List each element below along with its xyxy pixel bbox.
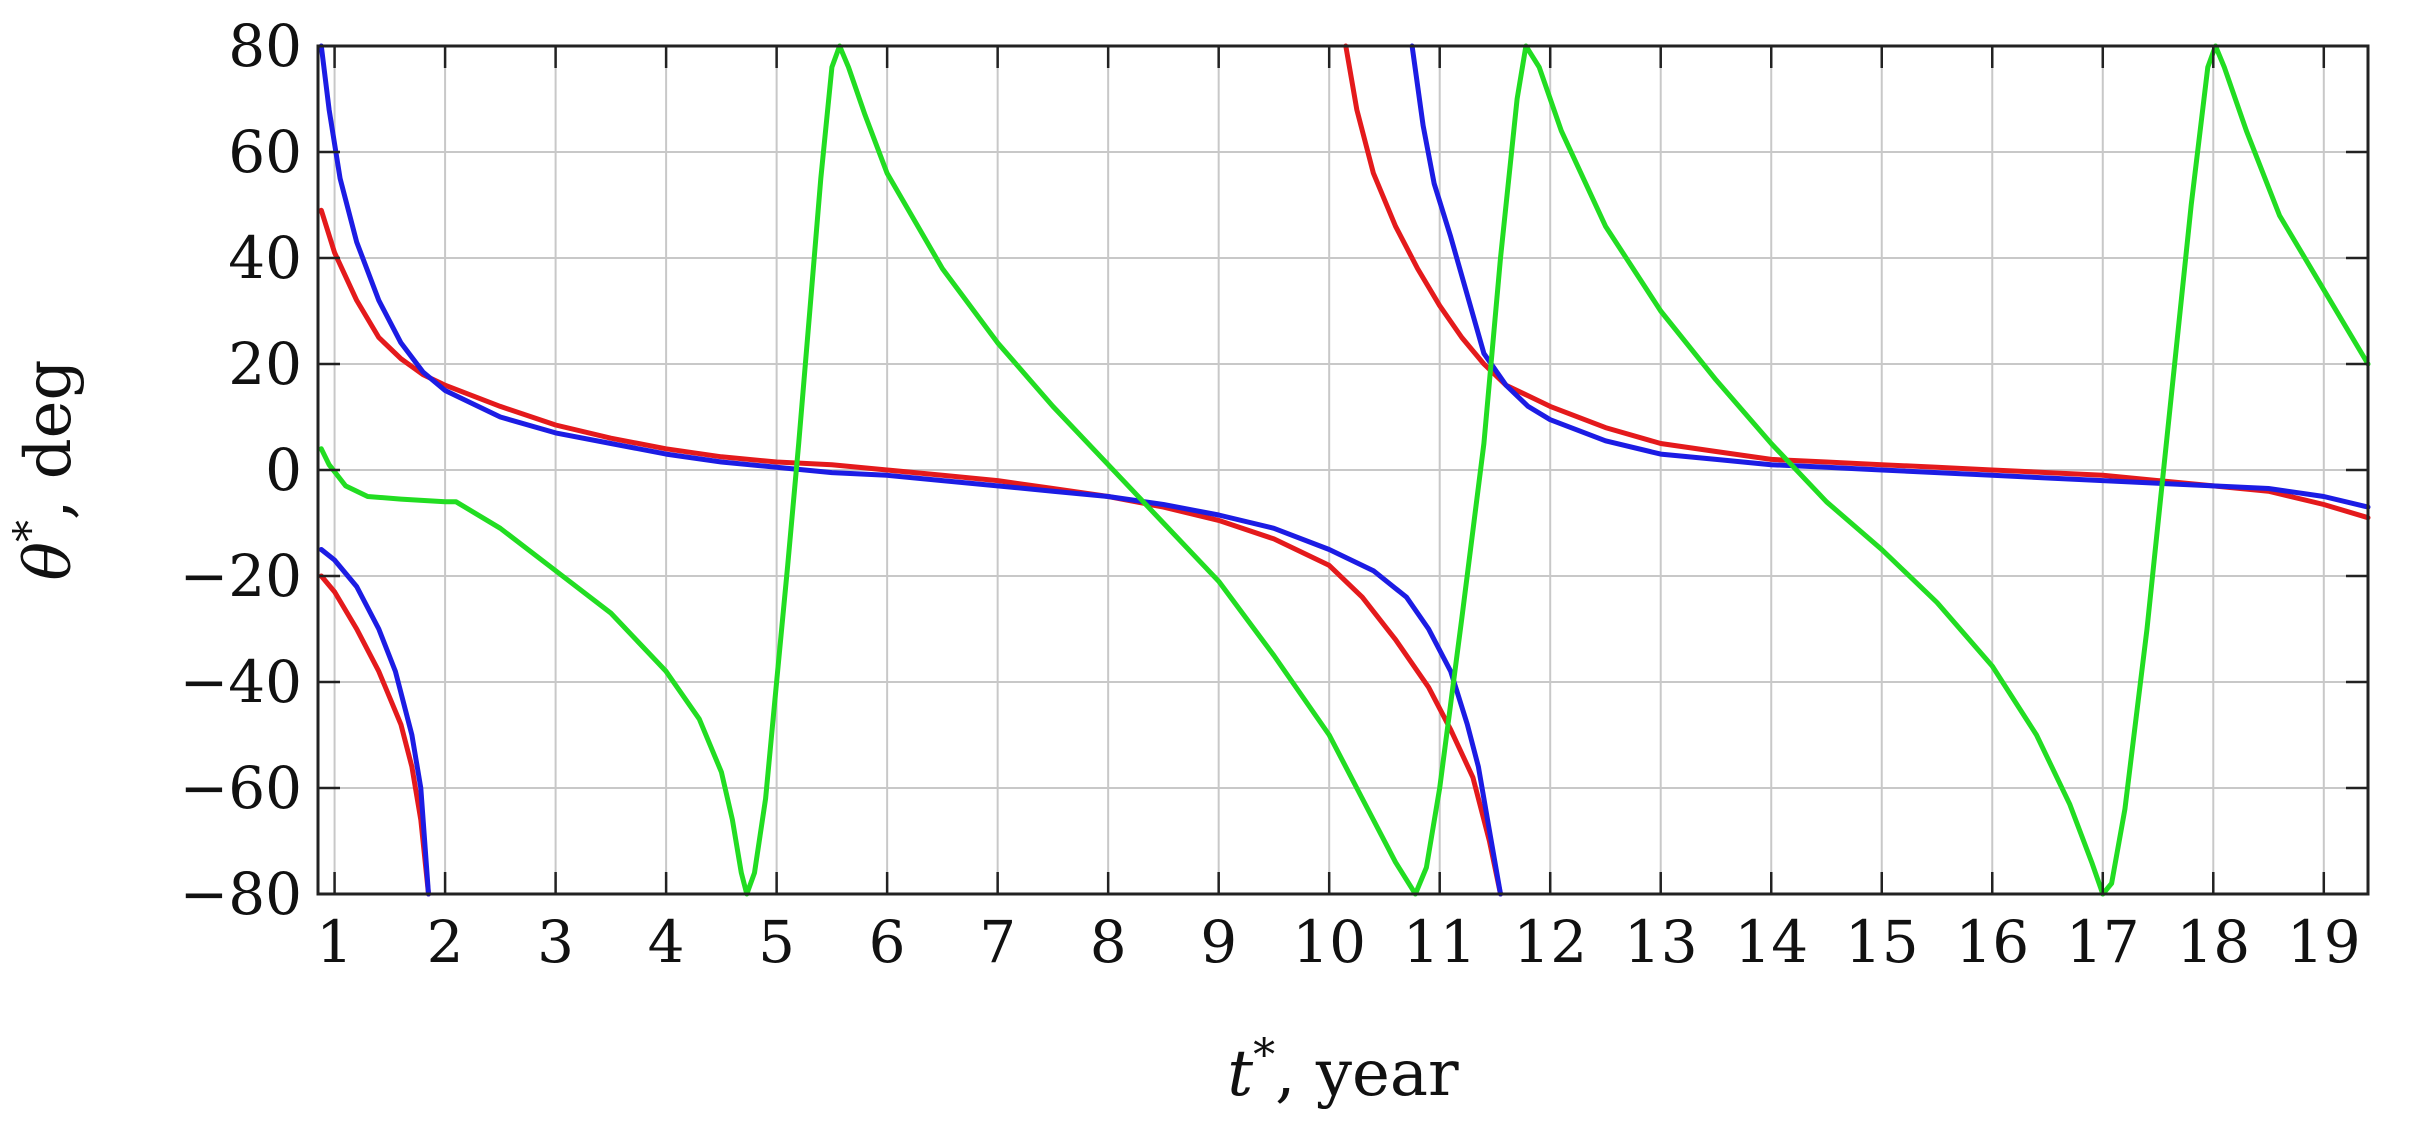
x-tick-label: 5 [758, 908, 795, 976]
y-tick-label: 80 [228, 12, 302, 80]
x-tick-label: 4 [648, 908, 685, 976]
tick-labels: 1 2 3 4 5 6 7 8 9 10 11 12 13 14 15 16 17 18 19−80−60−40−2… [180, 12, 2361, 976]
x-tick-label: 17 [2066, 908, 2140, 976]
x-tick-label: 16 [1955, 908, 2029, 976]
x-tick-label: 7 [979, 908, 1016, 976]
x-tick-label: 10 [1292, 908, 1366, 976]
x-tick-label: 18 [2176, 908, 2250, 976]
x-tick-label: 9 [1200, 908, 1237, 976]
plot-frame [316, 44, 2370, 896]
x-tick-label: 15 [1845, 908, 1919, 976]
series-1 [318, 43, 2371, 897]
x-tick-label: 6 [869, 908, 906, 976]
series-2 [318, 43, 2371, 897]
y-tick-label: −40 [180, 648, 302, 716]
series-3 [318, 43, 2371, 897]
x-tick-label: 14 [1734, 908, 1808, 976]
x-axis-label: t*, year [1227, 1030, 1459, 1112]
x-tick-label: 3 [537, 908, 574, 976]
x-tick-label: 1 [316, 908, 353, 976]
y-tick-label: 20 [228, 330, 302, 398]
y-tick-label: 40 [228, 224, 302, 292]
y-tick-label: −20 [180, 542, 302, 610]
series-line [318, 573, 431, 897]
y-tick-label: 60 [228, 118, 302, 186]
series-line [318, 43, 2371, 897]
series-line [318, 43, 1503, 897]
y-axis-label: θ*, deg [5, 359, 87, 580]
x-tick-label: 12 [1513, 908, 1587, 976]
x-tick-label: 11 [1403, 908, 1477, 976]
grid-lines [318, 45, 2368, 895]
y-tick-label: −60 [180, 754, 302, 822]
series-layer [318, 43, 2371, 897]
x-tick-label: 2 [427, 908, 464, 976]
x-tick-label: 13 [1624, 908, 1698, 976]
series-line [1343, 43, 2371, 521]
y-tick-label: 0 [265, 436, 302, 504]
series-line [1409, 43, 2371, 510]
y-tick-label: −80 [180, 860, 302, 928]
series-line [318, 547, 431, 897]
series-line [318, 207, 1503, 897]
x-tick-label: 8 [1090, 908, 1127, 976]
x-tick-label: 19 [2287, 908, 2361, 976]
